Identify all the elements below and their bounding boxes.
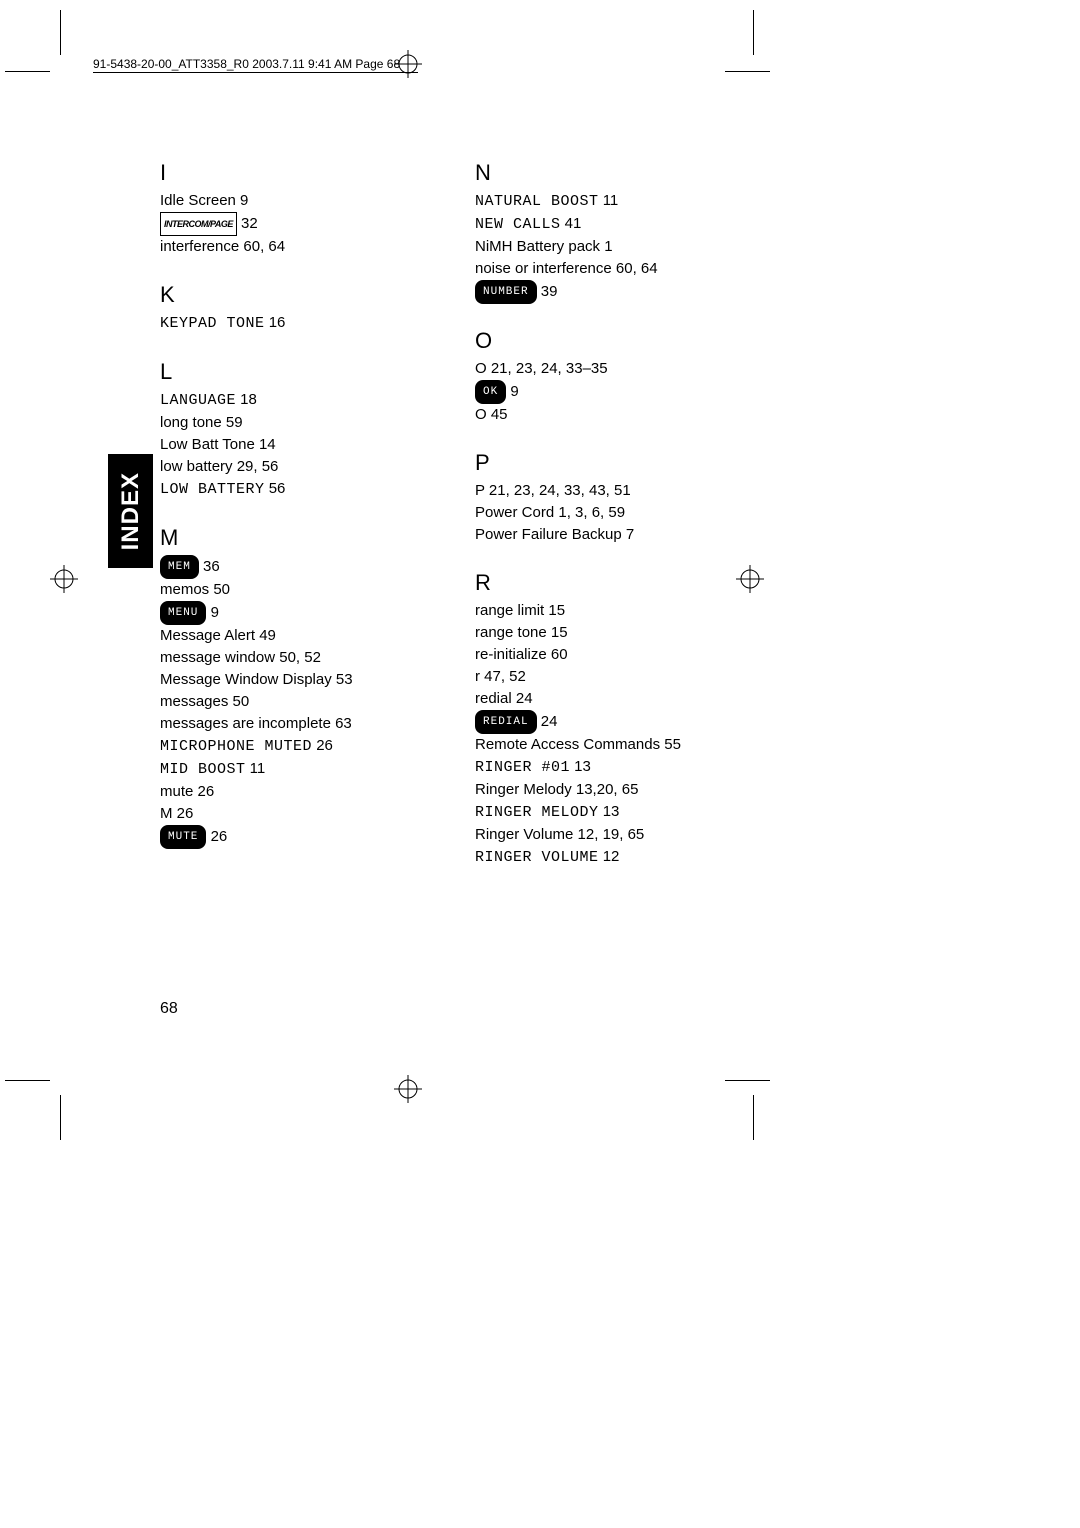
registration-mark [50, 565, 78, 593]
index-entry: MUTE 26 [160, 825, 445, 849]
index-entry: messages 50 [160, 691, 445, 713]
button-pill-icon: NUMBER [475, 280, 537, 304]
index-tab-label: INDEX [117, 472, 145, 550]
index-section-R: Rrange limit 15range tone 15re-initializ… [475, 570, 760, 869]
crop-mark [753, 1095, 754, 1140]
section-heading: R [475, 570, 760, 596]
button-box-icon: INTERCOM/PAGE [160, 212, 237, 236]
index-entry: MEM 36 [160, 555, 445, 579]
index-entry: long tone 59 [160, 412, 445, 434]
index-entry: RINGER #01 13 [475, 756, 760, 779]
crop-mark [60, 1095, 61, 1140]
index-entry: MICROPHONE MUTED 26 [160, 735, 445, 758]
index-entry: redial 24 [475, 688, 760, 710]
right-column: N NATURAL BOOST 11NEW CALLS 41NiMH Batter… [475, 160, 760, 893]
index-entry: interference 60, 64 [160, 236, 445, 258]
lcd-text: RINGER MELODY [475, 804, 599, 821]
lcd-text: LANGUAGE [160, 392, 236, 409]
index-entry: Power Failure Backup 7 [475, 524, 760, 546]
index-entry: NUMBER 39 [475, 280, 760, 304]
index-entry: message window 50, 52 [160, 647, 445, 669]
index-entry: MENU 9 [160, 601, 445, 625]
index-entry: NATURAL BOOST 11 [475, 190, 760, 213]
index-entry: LOW BATTERY 56 [160, 478, 445, 501]
lcd-text: KEYPAD TONE [160, 315, 265, 332]
index-entry: MID BOOST 11 [160, 758, 445, 781]
section-heading: P [475, 450, 760, 476]
index-entry: KEYPAD TONE 16 [160, 312, 445, 335]
index-entry: r 47, 52 [475, 666, 760, 688]
button-pill-icon: OK [475, 380, 506, 404]
lcd-text: RINGER #01 [475, 759, 570, 776]
crop-mark [5, 1080, 50, 1081]
index-entry: RINGER MELODY 13 [475, 801, 760, 824]
button-pill-icon: MUTE [160, 825, 206, 849]
index-entry: Ringer Melody 13,20, 65 [475, 779, 760, 801]
index-entry: Message Alert 49 [160, 625, 445, 647]
page-number: 68 [160, 1000, 178, 1018]
section-heading: M [160, 525, 445, 551]
registration-mark [394, 1075, 422, 1103]
index-entry: low battery 29, 56 [160, 456, 445, 478]
index-entry: O 21, 23, 24, 33–35 [475, 358, 760, 380]
index-entry: range tone 15 [475, 622, 760, 644]
index-section-N: N NATURAL BOOST 11NEW CALLS 41NiMH Batter… [475, 160, 760, 304]
button-pill-icon: REDIAL [475, 710, 537, 734]
index-entry: OK 9 [475, 380, 760, 404]
index-entry: memos 50 [160, 579, 445, 601]
lcd-text: RINGER VOLUME [475, 849, 599, 866]
print-header: 91-5438-20-00_ATT3358_R0 2003.7.11 9:41 … [93, 57, 400, 71]
section-heading: K [160, 282, 445, 308]
index-entry: Power Cord 1, 3, 6, 59 [475, 502, 760, 524]
crop-mark [60, 10, 61, 55]
index-section-M: MMEM 36memos 50MENU 9Message Alert 49mes… [160, 525, 445, 849]
lcd-text: NATURAL BOOST [475, 193, 599, 210]
lcd-text: MID BOOST [160, 761, 246, 778]
section-heading: O [475, 328, 760, 354]
index-entry: REDIAL 24 [475, 710, 760, 734]
header-rule [93, 72, 418, 73]
button-pill-icon: MEM [160, 555, 199, 579]
lcd-text: NEW CALLS [475, 216, 561, 233]
index-entry: NEW CALLS 41 [475, 213, 760, 236]
index-content: I Idle Screen 9INTERCOM/PAGE 32interferen… [160, 160, 760, 893]
index-section-P: P P 21, 23, 24, 33, 43, 51Power Cord 1, 3… [475, 450, 760, 546]
left-column: I Idle Screen 9INTERCOM/PAGE 32interferen… [160, 160, 445, 893]
index-entry: RINGER VOLUME 12 [475, 846, 760, 869]
index-entry: re-initialize 60 [475, 644, 760, 666]
lcd-text: LOW BATTERY [160, 481, 265, 498]
index-entry: INTERCOM/PAGE 32 [160, 212, 445, 236]
index-entry: range limit 15 [475, 600, 760, 622]
index-entry: Idle Screen 9 [160, 190, 445, 212]
section-heading: I [160, 160, 445, 186]
index-entry: P 21, 23, 24, 33, 43, 51 [475, 480, 760, 502]
index-entry: mute 26 [160, 781, 445, 803]
crop-mark [725, 1080, 770, 1081]
index-entry: Remote Access Commands 55 [475, 734, 760, 756]
index-entry: M 26 [160, 803, 445, 825]
index-entry: Low Batt Tone 14 [160, 434, 445, 456]
index-section-O: O O 21, 23, 24, 33–35OK 9O 45 [475, 328, 760, 426]
index-section-K: K KEYPAD TONE 16 [160, 282, 445, 335]
crop-mark [753, 10, 754, 55]
index-tab: INDEX [108, 454, 153, 568]
section-heading: N [475, 160, 760, 186]
index-section-L: L LANGUAGE 18long tone 59Low Batt Tone 14… [160, 359, 445, 501]
crop-mark [725, 71, 770, 72]
index-entry: O 45 [475, 404, 760, 426]
index-entry: Message Window Display 53 [160, 669, 445, 691]
index-entry: messages are incomplete 63 [160, 713, 445, 735]
crop-mark [5, 71, 50, 72]
button-pill-icon: MENU [160, 601, 206, 625]
index-entry: noise or interference 60, 64 [475, 258, 760, 280]
lcd-text: MICROPHONE MUTED [160, 738, 312, 755]
index-entry: LANGUAGE 18 [160, 389, 445, 412]
section-heading: L [160, 359, 445, 385]
index-entry: NiMH Battery pack 1 [475, 236, 760, 258]
index-entry: Ringer Volume 12, 19, 65 [475, 824, 760, 846]
index-section-I: I Idle Screen 9INTERCOM/PAGE 32interferen… [160, 160, 445, 258]
